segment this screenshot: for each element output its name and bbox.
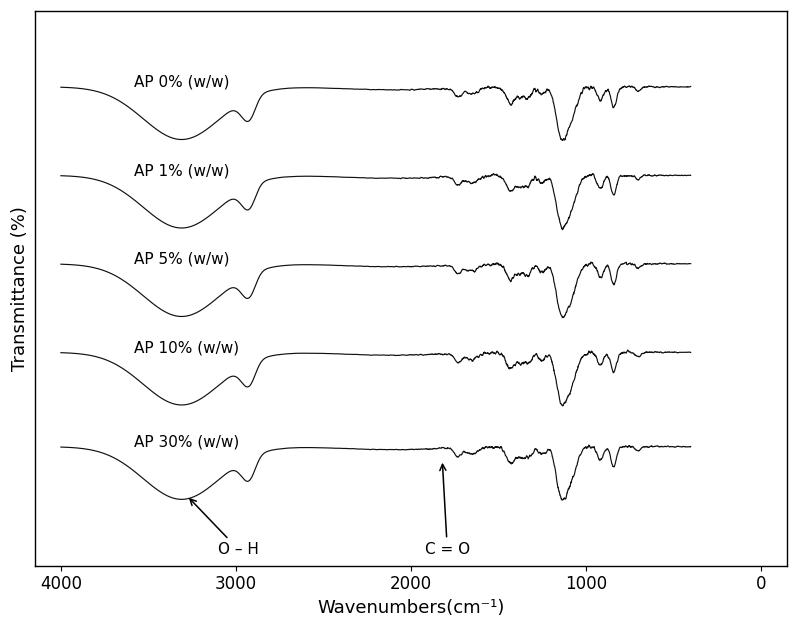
Y-axis label: Transmittance (%): Transmittance (%) <box>11 206 29 371</box>
Text: AP 30% (w/w): AP 30% (w/w) <box>134 435 239 450</box>
Text: O – H: O – H <box>190 499 259 558</box>
Text: AP 0% (w/w): AP 0% (w/w) <box>134 75 230 90</box>
Text: AP 1% (w/w): AP 1% (w/w) <box>134 163 230 178</box>
X-axis label: Wavenumbers(cm⁻¹): Wavenumbers(cm⁻¹) <box>317 599 504 617</box>
Text: AP 5% (w/w): AP 5% (w/w) <box>134 252 230 267</box>
Text: C = O: C = O <box>425 464 470 558</box>
Text: AP 10% (w/w): AP 10% (w/w) <box>134 340 239 355</box>
